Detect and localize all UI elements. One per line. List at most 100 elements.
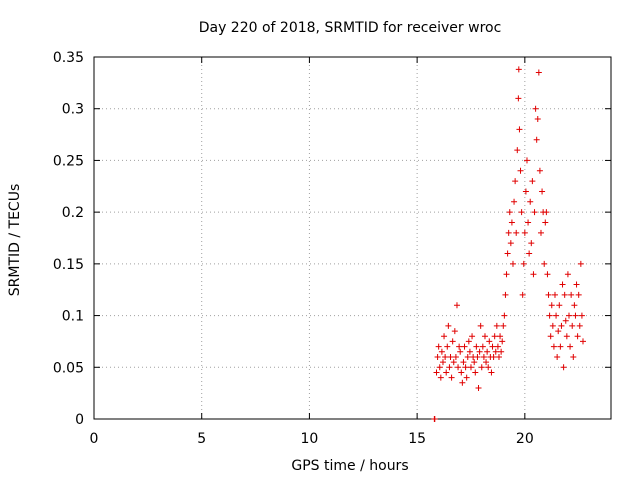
data-point — [466, 348, 473, 355]
data-point — [553, 312, 560, 319]
y-tick-label: 0.05 — [53, 360, 84, 376]
data-point — [499, 338, 506, 345]
chart-title: Day 220 of 2018, SRMTID for receiver wro… — [199, 20, 502, 36]
data-point — [507, 240, 514, 247]
data-point — [449, 338, 456, 345]
data-point — [446, 364, 453, 371]
data-point — [515, 95, 522, 102]
x-axis-label: GPS time / hours — [291, 458, 408, 474]
data-point — [484, 348, 491, 355]
data-point — [459, 379, 466, 386]
data-point — [458, 369, 465, 376]
data-point — [433, 369, 440, 376]
plot-frame — [93, 56, 612, 420]
data-point — [539, 188, 546, 195]
data-point — [480, 353, 487, 360]
data-point — [441, 333, 448, 340]
data-point — [489, 343, 496, 350]
data-point — [577, 260, 584, 267]
data-point — [562, 317, 569, 324]
data-point — [436, 364, 443, 371]
data-point — [471, 359, 478, 366]
data-point — [460, 359, 467, 366]
x-tick-label: 5 — [197, 431, 206, 447]
data-point — [576, 322, 583, 329]
data-point — [472, 369, 479, 376]
data-point — [541, 260, 548, 267]
x-tick-label: 20 — [516, 431, 534, 447]
data-point — [551, 291, 558, 298]
data-point — [505, 229, 512, 236]
data-point — [573, 281, 580, 288]
data-point — [467, 364, 474, 371]
data-point — [457, 348, 464, 355]
data-point — [456, 343, 463, 350]
y-tick-labels: 0 0.05 0.1 0.15 0.2 0.25 0.3 0.35 — [53, 50, 84, 428]
data-point — [521, 229, 528, 236]
data-point — [503, 271, 510, 278]
data-point — [525, 219, 532, 226]
data-point — [435, 343, 442, 350]
data-point — [522, 188, 529, 195]
data-point — [517, 167, 524, 174]
data-point — [439, 359, 446, 366]
data-point — [455, 364, 462, 371]
data-point — [516, 126, 523, 133]
data-point — [547, 333, 554, 340]
data-point — [473, 343, 480, 350]
data-point — [490, 353, 497, 360]
data-point — [508, 219, 515, 226]
grid-lines — [94, 57, 611, 419]
data-point — [462, 364, 469, 371]
data-point — [571, 302, 578, 309]
data-point — [488, 369, 495, 376]
data-point — [465, 338, 472, 345]
data-point — [545, 291, 552, 298]
data-point — [542, 219, 549, 226]
data-point — [514, 147, 521, 154]
data-point — [559, 281, 566, 288]
data-point — [548, 302, 555, 309]
data-point — [558, 322, 565, 329]
x-tick-label: 0 — [90, 431, 99, 447]
y-tick-label: 0.15 — [53, 257, 84, 273]
data-point — [534, 116, 541, 123]
x-tick-labels: 0 5 10 15 20 — [90, 431, 534, 447]
data-point — [532, 105, 539, 112]
data-point — [461, 343, 468, 350]
data-point — [568, 291, 575, 298]
data-point — [502, 291, 509, 298]
data-point — [500, 322, 507, 329]
data-point — [451, 328, 458, 335]
data-point — [512, 178, 519, 185]
data-point — [564, 271, 571, 278]
data-point — [444, 343, 451, 350]
data-point — [535, 69, 542, 76]
data-point — [474, 353, 481, 360]
data-point — [518, 209, 525, 216]
data-point — [481, 333, 488, 340]
data-point — [448, 374, 455, 381]
data-point — [575, 291, 582, 298]
y-tick-label: 0.3 — [62, 102, 84, 118]
data-point — [486, 338, 493, 345]
data-point — [504, 250, 511, 257]
y-axis-label: SRMTID / TECUs — [7, 184, 23, 297]
data-point — [513, 229, 520, 236]
data-point — [438, 348, 445, 355]
data-point — [519, 291, 526, 298]
data-point — [533, 136, 540, 143]
data-point — [563, 333, 570, 340]
data-point — [509, 260, 516, 267]
data-point — [529, 178, 536, 185]
data-point — [520, 260, 527, 267]
data-point — [464, 353, 471, 360]
data-point — [544, 271, 551, 278]
data-point — [469, 333, 476, 340]
data-points — [431, 66, 586, 422]
data-point — [463, 374, 470, 381]
data-point — [494, 343, 501, 350]
data-point — [453, 302, 460, 309]
data-point — [445, 322, 452, 329]
data-point — [515, 66, 522, 73]
